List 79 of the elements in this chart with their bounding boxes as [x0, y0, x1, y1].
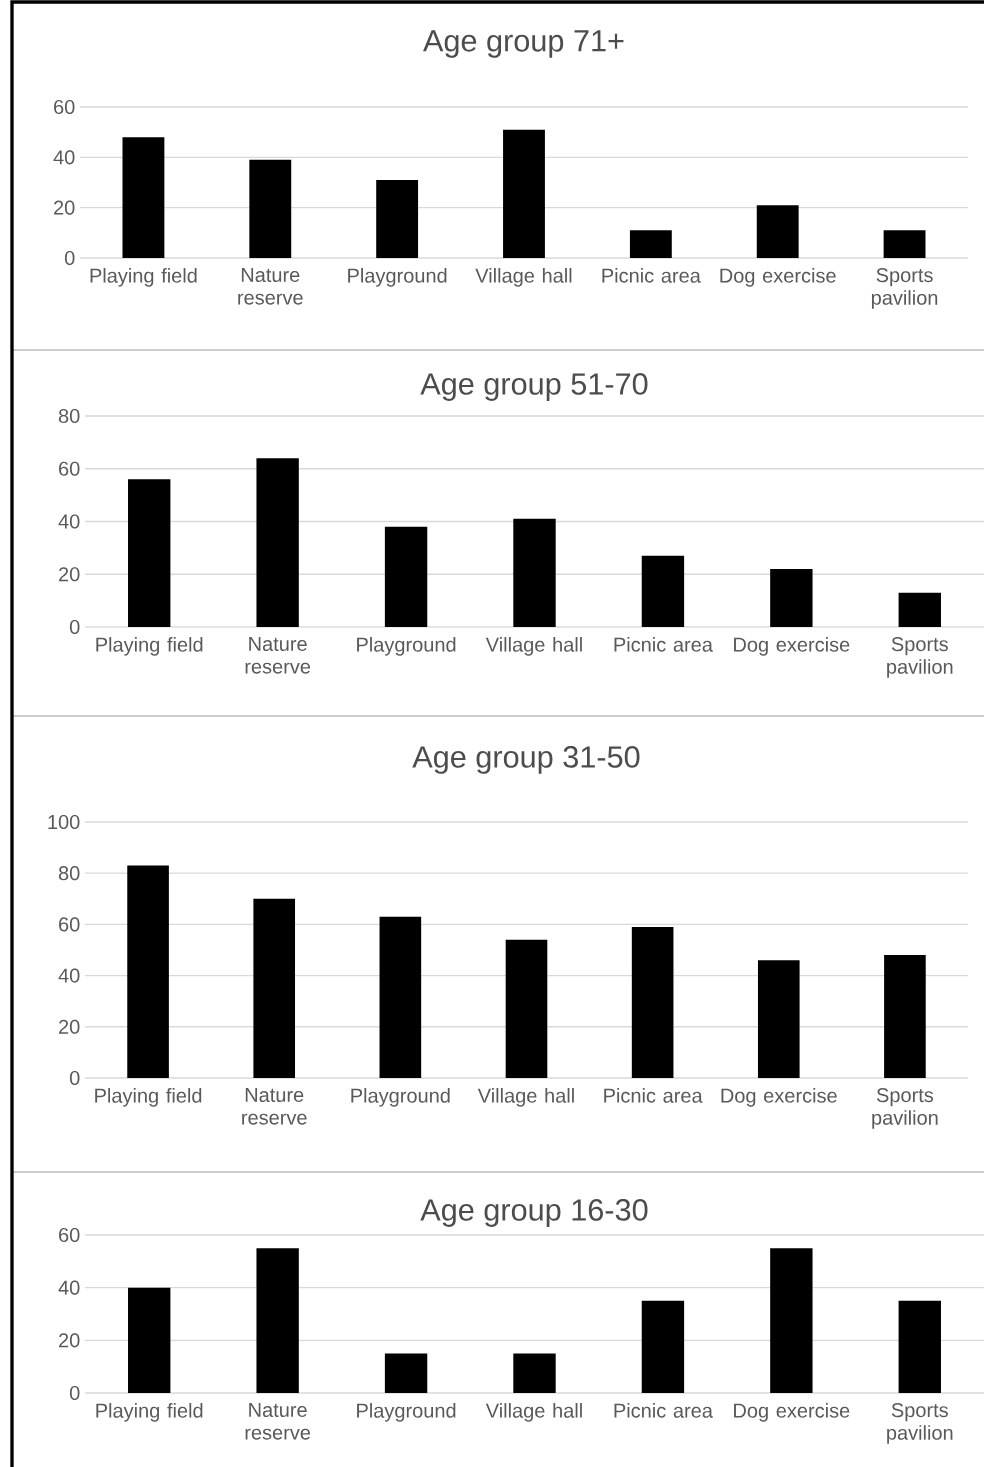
x-tick-label: Nature reserve: [238, 268, 303, 305]
x-tick-label: Sports pavilion: [887, 1403, 953, 1444]
bar: [641, 1300, 685, 1393]
y-tick-label: 80: [58, 866, 80, 881]
bar: [128, 479, 171, 627]
y-tick-label: 20: [59, 1333, 80, 1348]
y-tick-label: 0: [69, 1070, 80, 1086]
y-tick-label: 40: [53, 150, 75, 165]
y-tick-label: 40: [58, 514, 80, 529]
x-tick-label: Sports pavilion: [872, 1088, 938, 1129]
bar: [884, 955, 926, 1078]
bar: [249, 159, 292, 258]
bar: [631, 926, 674, 1078]
x-tick-label: Playing field: [96, 1403, 203, 1422]
x-tick-label: Nature reserve: [245, 637, 311, 674]
bar: [128, 1287, 171, 1393]
bar: [898, 1300, 941, 1393]
bar: [641, 555, 685, 627]
y-tick-label: 60: [59, 461, 80, 476]
bar: [376, 179, 419, 258]
x-tick-label: Playing field: [95, 1088, 202, 1107]
x-tick-label: Picnic area: [614, 1403, 713, 1418]
chart-title: Age group 71+: [423, 30, 624, 58]
bar: [256, 458, 299, 627]
x-tick-label: Playground: [357, 1403, 456, 1422]
x-tick-label: Picnic area: [604, 1088, 703, 1103]
y-tick-label: 20: [54, 200, 75, 215]
y-tick-label: 0: [69, 619, 80, 635]
y-tick-label: 60: [54, 99, 75, 115]
x-tick-label: Playing field: [90, 268, 197, 287]
bar: [756, 205, 799, 258]
x-tick-label: Picnic area: [614, 637, 713, 652]
x-tick-label: Playground: [357, 637, 456, 656]
x-tick-label: Nature reserve: [242, 1088, 307, 1125]
y-tick-label: 80: [58, 408, 80, 424]
bar: [384, 1353, 428, 1393]
bar: [513, 1353, 556, 1393]
bar: [384, 526, 428, 627]
chart-title: Age group 31-50: [412, 746, 640, 774]
x-tick-label: Playing field: [96, 637, 203, 656]
y-tick-label: 20: [59, 567, 80, 582]
chart-title: Age group 51-70: [420, 373, 648, 401]
chart-title: Age group 16-30: [420, 1199, 648, 1227]
x-tick-label: Dog exercise: [734, 1403, 850, 1422]
x-tick-label: Village hall: [477, 1088, 574, 1107]
bar: [513, 518, 556, 627]
x-tick-label: Dog exercise: [720, 268, 836, 287]
x-tick-label: Nature reserve: [245, 1403, 311, 1440]
bar: [127, 865, 169, 1078]
y-tick-label: 0: [69, 1385, 80, 1401]
bar: [898, 592, 941, 627]
y-tick-label: 100: [48, 814, 80, 830]
x-tick-label: Dog exercise: [734, 637, 850, 656]
x-tick-label: Village hall: [475, 268, 572, 287]
x-tick-label: Playground: [348, 268, 447, 287]
y-tick-label: 40: [58, 1280, 80, 1295]
y-tick-label: 60: [59, 1227, 80, 1243]
bar: [503, 129, 545, 258]
x-tick-label: Picnic area: [602, 268, 701, 283]
bar: [883, 230, 926, 258]
bar: [122, 137, 165, 258]
y-tick-label: 60: [59, 917, 80, 932]
x-tick-label: Sports pavilion: [887, 637, 953, 678]
x-tick-label: Playground: [351, 1088, 450, 1107]
bar: [379, 916, 422, 1078]
bar: [770, 568, 813, 627]
x-tick-label: Village hall: [485, 1403, 582, 1422]
bar: [505, 939, 548, 1078]
y-tick-label: 0: [64, 250, 75, 266]
bar: [256, 1248, 299, 1393]
x-tick-label: Village hall: [485, 637, 582, 656]
y-tick-label: 20: [59, 1019, 80, 1034]
bar: [757, 960, 800, 1078]
bar: [629, 230, 672, 258]
bar: [253, 898, 296, 1078]
y-tick-label: 40: [58, 968, 80, 983]
x-tick-label: Dog exercise: [721, 1088, 837, 1107]
x-tick-label: Sports pavilion: [871, 268, 938, 309]
bar: [770, 1248, 813, 1393]
